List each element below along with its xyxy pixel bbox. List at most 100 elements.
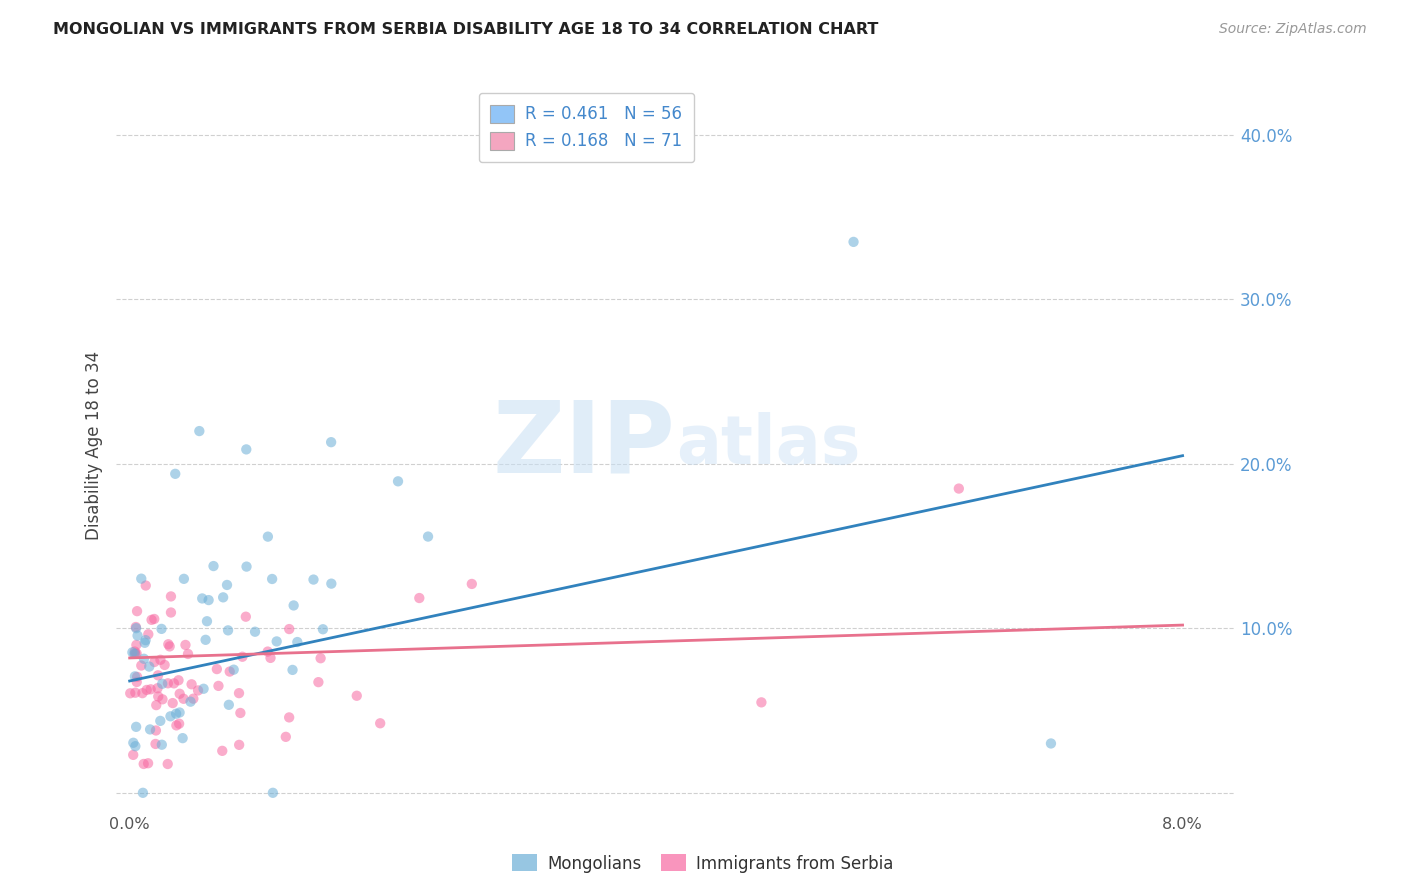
Text: ZIP: ZIP <box>494 396 676 493</box>
Point <box>173 572 195 586</box>
Point <box>125 647 148 661</box>
Point <box>842 235 865 249</box>
Point <box>262 786 284 800</box>
Point <box>124 647 146 661</box>
Point <box>167 716 190 731</box>
Point <box>125 720 148 734</box>
Point <box>212 591 235 605</box>
Point <box>177 647 200 661</box>
Point <box>125 675 148 690</box>
Point <box>141 613 163 627</box>
Point <box>165 467 187 481</box>
Point <box>243 624 266 639</box>
Point <box>307 675 329 690</box>
Point <box>124 647 146 661</box>
Point <box>218 698 240 712</box>
Point <box>461 577 484 591</box>
Point <box>139 723 162 737</box>
Point <box>346 689 368 703</box>
Point <box>183 691 205 706</box>
Point <box>173 691 195 706</box>
Point <box>150 738 173 752</box>
Point <box>207 679 229 693</box>
Point <box>132 786 155 800</box>
Point <box>136 756 159 771</box>
Point <box>149 653 172 667</box>
Point <box>122 736 145 750</box>
Legend: R = 0.461   N = 56, R = 0.168   N = 71: R = 0.461 N = 56, R = 0.168 N = 71 <box>478 93 695 162</box>
Point <box>285 635 308 649</box>
Point <box>124 644 146 658</box>
Point <box>160 590 183 604</box>
Point <box>218 665 240 679</box>
Point <box>160 606 183 620</box>
Legend: Mongolians, Immigrants from Serbia: Mongolians, Immigrants from Serbia <box>506 847 900 880</box>
Point <box>145 723 167 738</box>
Point <box>228 686 250 700</box>
Point <box>309 651 332 665</box>
Point <box>231 649 253 664</box>
Point <box>146 681 169 696</box>
Point <box>193 681 215 696</box>
Point <box>302 573 325 587</box>
Point <box>131 686 153 700</box>
Point <box>211 744 233 758</box>
Point <box>278 710 301 724</box>
Point <box>121 645 143 659</box>
Point <box>408 591 430 605</box>
Point <box>156 757 179 772</box>
Point <box>194 632 217 647</box>
Point <box>159 640 181 654</box>
Point <box>129 658 152 673</box>
Point <box>215 578 238 592</box>
Point <box>148 690 170 704</box>
Point <box>174 638 197 652</box>
Point <box>132 652 155 666</box>
Point <box>321 576 343 591</box>
Point <box>387 475 409 489</box>
Point <box>281 663 304 677</box>
Point <box>134 636 156 650</box>
Point <box>312 622 335 636</box>
Text: atlas: atlas <box>676 412 860 478</box>
Point <box>222 663 245 677</box>
Point <box>143 612 166 626</box>
Text: MONGOLIAN VS IMMIGRANTS FROM SERBIA DISABILITY AGE 18 TO 34 CORRELATION CHART: MONGOLIAN VS IMMIGRANTS FROM SERBIA DISA… <box>53 22 879 37</box>
Point <box>136 627 159 641</box>
Point <box>205 662 228 676</box>
Point <box>169 706 191 720</box>
Y-axis label: Disability Age 18 to 34: Disability Age 18 to 34 <box>86 351 103 540</box>
Point <box>124 739 146 754</box>
Point <box>416 530 439 544</box>
Point <box>162 696 184 710</box>
Point <box>235 609 257 624</box>
Point <box>135 633 157 648</box>
Point <box>125 620 148 634</box>
Point <box>274 730 297 744</box>
Point <box>235 559 257 574</box>
Point <box>127 629 149 643</box>
Point <box>165 706 187 721</box>
Point <box>129 572 152 586</box>
Point <box>202 559 225 574</box>
Point <box>165 718 187 732</box>
Point <box>169 687 191 701</box>
Point <box>125 638 148 652</box>
Point <box>125 621 148 635</box>
Point <box>124 686 146 700</box>
Point <box>167 673 190 688</box>
Point <box>120 686 142 700</box>
Point <box>153 657 176 672</box>
Point <box>278 622 301 636</box>
Point <box>156 676 179 690</box>
Point <box>180 677 202 691</box>
Point <box>135 578 157 592</box>
Point <box>124 669 146 683</box>
Point <box>1039 736 1062 750</box>
Point <box>172 731 194 746</box>
Point <box>257 530 280 544</box>
Point <box>159 709 181 723</box>
Point <box>187 683 209 698</box>
Point <box>188 424 211 438</box>
Point <box>191 591 214 606</box>
